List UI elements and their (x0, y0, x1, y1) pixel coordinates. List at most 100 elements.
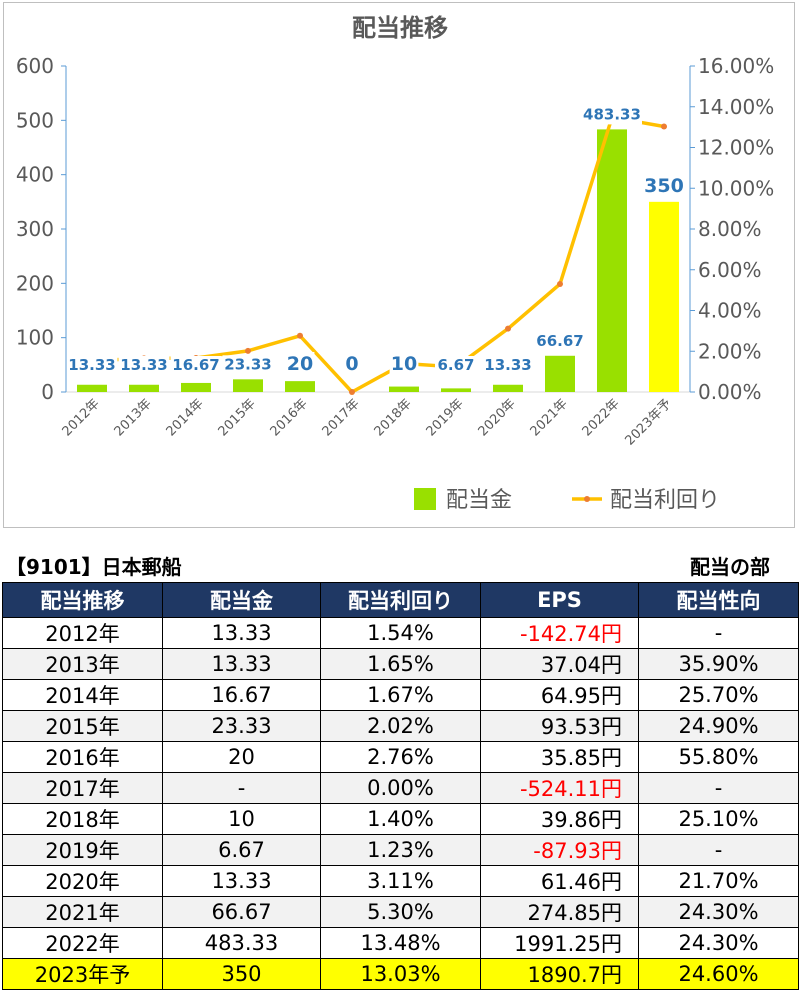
cell-payout: 24.60% (638, 958, 799, 990)
bar-data-label: 0 (345, 353, 358, 375)
yield-line (91, 115, 665, 394)
cell-dividend: 13.33 (162, 648, 321, 680)
table-row: 2013年 13.33 1.65% 37.04円 35.90% (2, 648, 799, 680)
bar-data-label: 16.67 (172, 356, 219, 374)
bar-label-bg (343, 352, 361, 375)
cell-year: 2016年 (2, 741, 163, 773)
cell-yield: 0.00% (320, 772, 481, 804)
cell-eps: 64.95円 (480, 679, 639, 711)
x-axis-tick-label: 2020年 (476, 396, 519, 439)
right-axis-tick-label: 12.00% (698, 136, 774, 160)
bar-label-bg (118, 356, 170, 375)
header-year: 配当推移 (2, 582, 163, 618)
left-axis-tick-label: 100 (16, 326, 54, 350)
bar-data-label: 6.67 (437, 356, 474, 374)
cell-eps: -524.11円 (480, 772, 639, 804)
dividend-bar (493, 384, 523, 392)
bar-data-label: 13.33 (120, 356, 167, 374)
right-axis-tick-label: 14.00% (698, 95, 774, 119)
legend-line-marker (584, 496, 590, 502)
cell-eps: 93.53円 (480, 710, 639, 742)
cell-eps: 1890.7円 (480, 958, 639, 990)
left-axis-tick-label: 0 (41, 380, 54, 404)
dividend-bar (441, 388, 471, 392)
cell-payout: - (638, 834, 799, 866)
right-axis-tick-label: 8.00% (698, 217, 762, 241)
yield-point (661, 123, 667, 130)
yield-point (297, 332, 303, 339)
cell-payout: 24.30% (638, 927, 799, 959)
cell-year: 2014年 (2, 679, 163, 711)
cell-payout: 24.90% (638, 710, 799, 742)
table-row: 2018年 10 1.40% 39.86円 25.10% (2, 803, 799, 835)
dividend-bar (233, 379, 263, 392)
x-axis-tick-label: 2016年 (268, 396, 311, 439)
cell-year: 2015年 (2, 710, 163, 742)
cell-dividend: 16.67 (162, 679, 321, 711)
cell-dividend: 10 (162, 803, 321, 835)
cell-year: 2013年 (2, 648, 163, 680)
cell-yield: 3.11% (320, 865, 481, 897)
bar-label-bg (435, 356, 477, 375)
bar-label-bg (389, 352, 419, 375)
x-axis-tick-label: 2013年 (112, 396, 155, 439)
bar-label-bg (222, 355, 274, 375)
x-axis-tick-label: 2017年 (320, 396, 363, 439)
legend-bar-swatch (414, 488, 436, 510)
cell-dividend: 13.33 (162, 617, 321, 649)
bar-label-bg (534, 331, 586, 351)
cell-year: 2023年予 (2, 958, 163, 990)
x-axis-tick-label: 2014年 (164, 396, 207, 439)
cell-year: 2020年 (2, 865, 163, 897)
cell-year: 2017年 (2, 772, 163, 804)
cell-dividend: 20 (162, 741, 321, 773)
right-axis-tick-label: 16.00% (698, 54, 774, 78)
bar-data-label: 23.33 (224, 355, 271, 373)
bar-data-label: 350 (644, 175, 684, 197)
yield-point (245, 347, 251, 354)
left-axis-tick-label: 500 (16, 108, 54, 132)
cell-yield: 1.67% (320, 679, 481, 711)
dividend-chart: 配当推移 01002003004005006000.00%2.00%4.00%6… (16, 14, 774, 513)
cell-payout: 21.70% (638, 865, 799, 897)
table-row: 2019年 6.67 1.23% -87.93円 - (2, 834, 799, 866)
dividend-bar (597, 129, 627, 393)
cell-yield: 1.23% (320, 834, 481, 866)
table-row: 2016年 20 2.76% 35.85円 55.80% (2, 741, 799, 773)
x-axis-tick-label: 2023年予 (622, 396, 674, 448)
legend-line-label: 配当利回り (610, 488, 720, 513)
bar-label-bg (285, 352, 315, 375)
x-axis-tick-label: 2022年 (580, 396, 623, 439)
header-dividend: 配当金 (162, 582, 321, 618)
table-row: 2021年 66.67 5.30% 274.85円 24.30% (2, 896, 799, 928)
cell-eps: 39.86円 (480, 803, 639, 835)
cell-payout: - (638, 617, 799, 649)
yield-point (505, 325, 511, 332)
chart-panel: 配当推移 0 100 200 300 400 500 600 0.00% 2.00% 4.00% 6… (3, 2, 795, 528)
company-label: 【9101】日本郵船 (6, 555, 182, 579)
cell-dividend: 13.33 (162, 865, 321, 897)
table-row: 2015年 23.33 2.02% 93.53円 24.90% (2, 710, 799, 742)
table-header-row: 配当推移 配当金 配当利回り EPS 配当性向 (2, 582, 799, 618)
bar-data-label: 13.33 (484, 356, 531, 374)
header-payout: 配当性向 (638, 582, 799, 618)
bar-label-bg (643, 173, 685, 197)
bar-label-bg (170, 356, 222, 375)
cell-year: 2021年 (2, 896, 163, 928)
table-row: 2020年 13.33 3.11% 61.46円 21.70% (2, 865, 799, 897)
cell-dividend: 23.33 (162, 710, 321, 742)
right-axis-tick-label: 4.00% (698, 299, 762, 323)
bar-data-label: 483.33 (583, 105, 641, 123)
cell-eps: 1991.25円 (480, 927, 639, 959)
x-axis-tick-label: 2021年 (528, 396, 571, 439)
dividend-bar (77, 384, 107, 392)
cell-dividend: 483.33 (162, 927, 321, 959)
table-row: 2014年 16.67 1.67% 64.95円 25.70% (2, 679, 799, 711)
bar-label-bg (66, 356, 118, 375)
left-axis-tick-label: 300 (16, 217, 54, 241)
bar-data-label: 20 (287, 353, 313, 375)
cell-eps: -87.93円 (480, 834, 639, 866)
legend-bar-label: 配当金 (446, 488, 512, 513)
cell-yield: 2.02% (320, 710, 481, 742)
dividend-bar (181, 382, 211, 392)
